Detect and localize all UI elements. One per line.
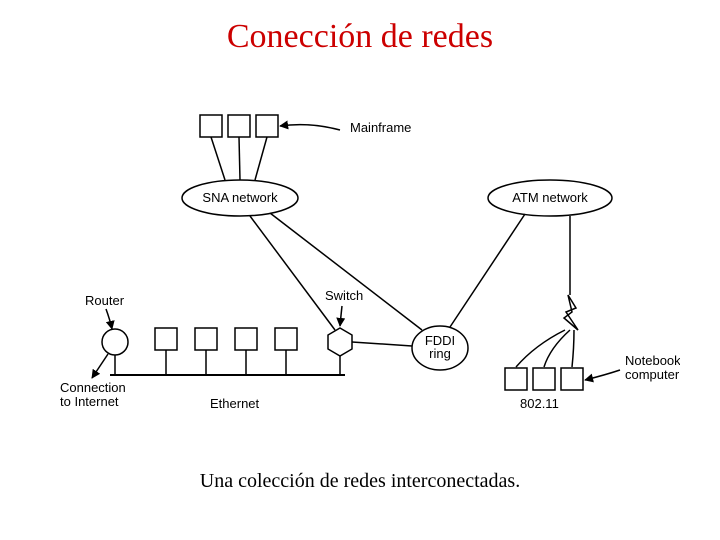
fddi-label-bottom: ring <box>429 346 451 361</box>
callout-arrow-icon <box>280 125 340 130</box>
mainframe-label: Mainframe <box>350 120 411 135</box>
mainframe-box-icon <box>256 115 278 137</box>
wireless-label: 802.11 <box>520 396 559 411</box>
mainframe-box-icon <box>228 115 250 137</box>
internet-label-1: Connection <box>60 380 126 395</box>
switch-node <box>328 328 352 356</box>
host-box-icon <box>155 328 177 350</box>
caption-text: Una colección de redes interconectadas. <box>0 470 720 493</box>
host-box-icon <box>195 328 217 350</box>
atm-label: ATM network <box>512 190 588 205</box>
host-box-icon <box>505 368 527 390</box>
sna-label: SNA network <box>202 190 278 205</box>
router-node <box>102 329 128 355</box>
host-box-icon <box>235 328 257 350</box>
callout-arrow-icon <box>585 370 620 380</box>
callout-arrow-icon <box>106 309 112 329</box>
internet-label-2: to Internet <box>60 394 119 409</box>
ethernet-label: Ethernet <box>210 396 260 411</box>
network-diagram: Mainframe SNA network ATM network FDDI r… <box>40 90 680 450</box>
mainframe-box-icon <box>200 115 222 137</box>
host-box-icon <box>533 368 555 390</box>
callout-arrow-icon <box>340 306 342 326</box>
switch-label: Switch <box>325 288 363 303</box>
host-box-icon <box>275 328 297 350</box>
lightning-icon <box>564 295 578 330</box>
notebook-label-2: computer <box>625 367 680 382</box>
router-label: Router <box>85 293 125 308</box>
page-title: Conección de redes <box>0 18 720 56</box>
host-box-icon <box>561 368 583 390</box>
notebook-label-1: Notebook <box>625 353 680 368</box>
